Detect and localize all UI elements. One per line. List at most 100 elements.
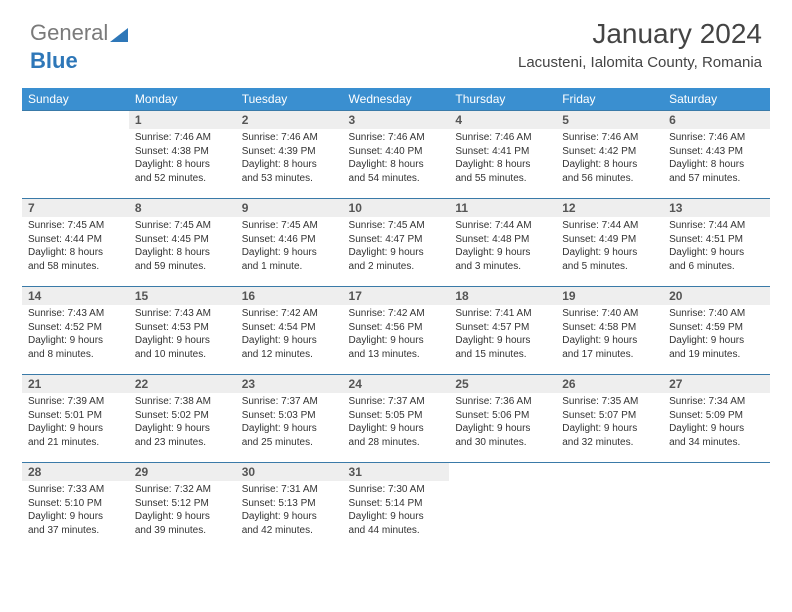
day-detail-line: Sunset: 4:58 PM bbox=[562, 321, 657, 335]
header-block: January 2024 Lacusteni, Ialomita County,… bbox=[518, 18, 762, 71]
day-number: 16 bbox=[236, 287, 343, 305]
day-detail-line: Daylight: 9 hours bbox=[669, 334, 764, 348]
day-detail-line: and 8 minutes. bbox=[28, 348, 123, 362]
day-details: Sunrise: 7:39 AMSunset: 5:01 PMDaylight:… bbox=[22, 393, 129, 453]
day-number: 20 bbox=[663, 287, 770, 305]
day-detail-line: Sunrise: 7:30 AM bbox=[349, 483, 444, 497]
col-sunday: Sunday bbox=[22, 88, 129, 111]
day-detail-line: Daylight: 9 hours bbox=[242, 422, 337, 436]
logo: General Blue bbox=[30, 20, 128, 74]
calendar-day-cell: 31Sunrise: 7:30 AMSunset: 5:14 PMDayligh… bbox=[343, 463, 450, 551]
day-number: 4 bbox=[449, 111, 556, 129]
day-number: 7 bbox=[22, 199, 129, 217]
day-details: Sunrise: 7:41 AMSunset: 4:57 PMDaylight:… bbox=[449, 305, 556, 365]
day-detail-line: Daylight: 9 hours bbox=[562, 334, 657, 348]
day-details: Sunrise: 7:46 AMSunset: 4:43 PMDaylight:… bbox=[663, 129, 770, 189]
day-details: Sunrise: 7:44 AMSunset: 4:51 PMDaylight:… bbox=[663, 217, 770, 277]
day-detail-line: Sunset: 4:56 PM bbox=[349, 321, 444, 335]
day-detail-line: and 58 minutes. bbox=[28, 260, 123, 274]
calendar-day-cell: 11Sunrise: 7:44 AMSunset: 4:48 PMDayligh… bbox=[449, 199, 556, 287]
day-detail-line: Sunset: 4:48 PM bbox=[455, 233, 550, 247]
day-number: 27 bbox=[663, 375, 770, 393]
calendar-day-cell: 4Sunrise: 7:46 AMSunset: 4:41 PMDaylight… bbox=[449, 111, 556, 199]
day-detail-line: Sunset: 4:39 PM bbox=[242, 145, 337, 159]
calendar-day-cell: 8Sunrise: 7:45 AMSunset: 4:45 PMDaylight… bbox=[129, 199, 236, 287]
day-detail-line: Sunrise: 7:40 AM bbox=[669, 307, 764, 321]
day-details: Sunrise: 7:43 AMSunset: 4:52 PMDaylight:… bbox=[22, 305, 129, 365]
day-detail-line: Sunrise: 7:37 AM bbox=[242, 395, 337, 409]
day-detail-line: Sunrise: 7:46 AM bbox=[242, 131, 337, 145]
day-detail-line: Sunrise: 7:34 AM bbox=[669, 395, 764, 409]
day-details: Sunrise: 7:45 AMSunset: 4:46 PMDaylight:… bbox=[236, 217, 343, 277]
day-details bbox=[22, 129, 129, 135]
day-details bbox=[449, 481, 556, 487]
day-details bbox=[663, 481, 770, 487]
day-detail-line: Sunset: 4:38 PM bbox=[135, 145, 230, 159]
day-detail-line: Daylight: 8 hours bbox=[562, 158, 657, 172]
day-number: 18 bbox=[449, 287, 556, 305]
calendar-day-cell: 17Sunrise: 7:42 AMSunset: 4:56 PMDayligh… bbox=[343, 287, 450, 375]
calendar-day-cell bbox=[449, 463, 556, 551]
day-number: 19 bbox=[556, 287, 663, 305]
day-detail-line: Sunset: 4:40 PM bbox=[349, 145, 444, 159]
day-detail-line: and 55 minutes. bbox=[455, 172, 550, 186]
calendar-week-row: 14Sunrise: 7:43 AMSunset: 4:52 PMDayligh… bbox=[22, 287, 770, 375]
day-detail-line: and 44 minutes. bbox=[349, 524, 444, 538]
page-title: January 2024 bbox=[518, 18, 762, 50]
calendar-day-cell: 21Sunrise: 7:39 AMSunset: 5:01 PMDayligh… bbox=[22, 375, 129, 463]
day-detail-line: Sunrise: 7:46 AM bbox=[455, 131, 550, 145]
day-details: Sunrise: 7:44 AMSunset: 4:49 PMDaylight:… bbox=[556, 217, 663, 277]
calendar-day-cell: 10Sunrise: 7:45 AMSunset: 4:47 PMDayligh… bbox=[343, 199, 450, 287]
day-number: 3 bbox=[343, 111, 450, 129]
day-detail-line: Sunrise: 7:37 AM bbox=[349, 395, 444, 409]
day-detail-line: Sunrise: 7:45 AM bbox=[242, 219, 337, 233]
day-detail-line: and 21 minutes. bbox=[28, 436, 123, 450]
day-detail-line: Sunset: 5:13 PM bbox=[242, 497, 337, 511]
day-details: Sunrise: 7:30 AMSunset: 5:14 PMDaylight:… bbox=[343, 481, 450, 541]
day-detail-line: Daylight: 9 hours bbox=[28, 334, 123, 348]
day-number: 13 bbox=[663, 199, 770, 217]
day-number: 6 bbox=[663, 111, 770, 129]
day-number bbox=[449, 463, 556, 481]
col-friday: Friday bbox=[556, 88, 663, 111]
calendar-day-cell: 5Sunrise: 7:46 AMSunset: 4:42 PMDaylight… bbox=[556, 111, 663, 199]
logo-text-1: General bbox=[30, 20, 108, 45]
day-detail-line: Sunrise: 7:45 AM bbox=[135, 219, 230, 233]
day-detail-line: Sunrise: 7:43 AM bbox=[28, 307, 123, 321]
day-detail-line: Sunrise: 7:44 AM bbox=[669, 219, 764, 233]
day-detail-line: Daylight: 8 hours bbox=[669, 158, 764, 172]
day-number bbox=[663, 463, 770, 481]
day-details: Sunrise: 7:46 AMSunset: 4:39 PMDaylight:… bbox=[236, 129, 343, 189]
col-tuesday: Tuesday bbox=[236, 88, 343, 111]
day-detail-line: Sunrise: 7:46 AM bbox=[669, 131, 764, 145]
day-details: Sunrise: 7:43 AMSunset: 4:53 PMDaylight:… bbox=[129, 305, 236, 365]
day-detail-line: Sunrise: 7:42 AM bbox=[242, 307, 337, 321]
calendar-week-row: 1Sunrise: 7:46 AMSunset: 4:38 PMDaylight… bbox=[22, 111, 770, 199]
day-number bbox=[22, 111, 129, 129]
day-detail-line: Daylight: 9 hours bbox=[669, 422, 764, 436]
calendar-day-cell: 20Sunrise: 7:40 AMSunset: 4:59 PMDayligh… bbox=[663, 287, 770, 375]
day-number: 15 bbox=[129, 287, 236, 305]
day-detail-line: Daylight: 9 hours bbox=[135, 510, 230, 524]
day-number: 22 bbox=[129, 375, 236, 393]
day-detail-line: Sunrise: 7:35 AM bbox=[562, 395, 657, 409]
day-number: 2 bbox=[236, 111, 343, 129]
day-detail-line: and 23 minutes. bbox=[135, 436, 230, 450]
page-subtitle: Lacusteni, Ialomita County, Romania bbox=[518, 54, 762, 71]
calendar-day-cell: 6Sunrise: 7:46 AMSunset: 4:43 PMDaylight… bbox=[663, 111, 770, 199]
day-detail-line: Sunrise: 7:46 AM bbox=[349, 131, 444, 145]
calendar-day-cell: 1Sunrise: 7:46 AMSunset: 4:38 PMDaylight… bbox=[129, 111, 236, 199]
calendar-day-cell bbox=[22, 111, 129, 199]
day-detail-line: and 30 minutes. bbox=[455, 436, 550, 450]
calendar-day-cell: 19Sunrise: 7:40 AMSunset: 4:58 PMDayligh… bbox=[556, 287, 663, 375]
day-detail-line: Daylight: 8 hours bbox=[135, 158, 230, 172]
day-detail-line: and 19 minutes. bbox=[669, 348, 764, 362]
day-detail-line: Sunset: 4:46 PM bbox=[242, 233, 337, 247]
logo-text-2: Blue bbox=[30, 48, 78, 73]
day-number: 17 bbox=[343, 287, 450, 305]
day-detail-line: Sunset: 5:14 PM bbox=[349, 497, 444, 511]
day-number: 31 bbox=[343, 463, 450, 481]
day-number: 25 bbox=[449, 375, 556, 393]
day-detail-line: Sunrise: 7:39 AM bbox=[28, 395, 123, 409]
day-number: 28 bbox=[22, 463, 129, 481]
